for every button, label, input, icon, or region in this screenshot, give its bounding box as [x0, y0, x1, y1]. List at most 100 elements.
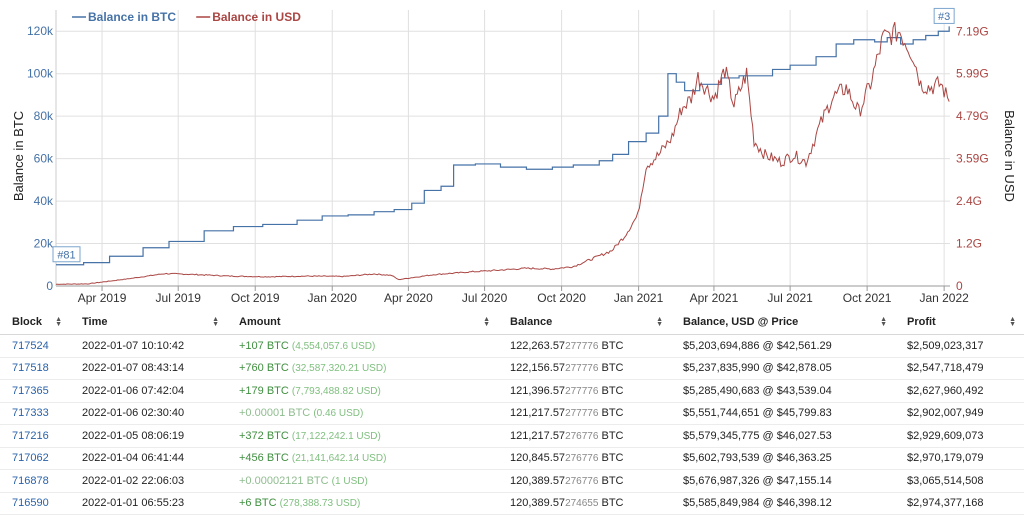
annotation-label: #81	[57, 249, 75, 261]
sort-icon[interactable]: ▲ ▼	[880, 316, 887, 328]
sort-icon[interactable]: ▲ ▼	[55, 316, 62, 328]
balance-major: 121,396.57	[510, 384, 566, 397]
chart-annotations: #81 #3	[52, 7, 955, 263]
tx-time: 2022-01-07 08:43:14	[70, 357, 227, 380]
balance-unit: BTC	[601, 384, 624, 397]
block-link[interactable]: 717518	[12, 362, 49, 375]
balance-unit: BTC	[601, 474, 624, 487]
amount-btc: +0.00001 BTC	[239, 407, 311, 420]
y-left-tick-label: 60k	[34, 152, 54, 166]
balance-minor: 277776	[565, 408, 599, 420]
balance-unit: BTC	[601, 339, 624, 352]
y-axis-right-label: Balance in USD	[1002, 110, 1017, 202]
tx-amount: +179 BTC (7,793,488.82 USD)	[227, 379, 498, 403]
x-tick-label: Jul 2019	[156, 291, 202, 305]
amount-usd: (32,587,320.21 USD)	[291, 363, 387, 375]
amount-btc: +107 BTC	[239, 339, 289, 352]
balance-minor: 277776	[565, 385, 599, 397]
tx-balance: 120,389.57276776 BTC	[498, 469, 671, 493]
tx-profit: $2,509,023,317	[895, 334, 1024, 358]
y-axis-right: 0 1.2G 2.4G 3.59G 4.79G 5.99G 7.19G	[956, 24, 989, 293]
series-line-balance-btc	[56, 26, 950, 266]
tx-balance-usd: $5,602,793,539 @ $46,363.25	[671, 447, 895, 470]
tx-balance-usd: $5,585,849,984 @ $46,398.12	[671, 492, 895, 515]
y-right-tick-label: 0	[956, 279, 963, 293]
block-link[interactable]: 716590	[12, 497, 49, 510]
tx-amount: +372 BTC (17,122,242.1 USD)	[227, 424, 498, 448]
y-right-tick-label: 2.4G	[956, 194, 982, 208]
block-link[interactable]: 717062	[12, 452, 49, 465]
tx-time: 2022-01-06 02:30:40	[70, 402, 227, 425]
y-left-tick-label: 20k	[34, 237, 54, 251]
tx-balance-usd: $5,203,694,886 @ $42,561.29	[671, 334, 895, 358]
tx-balance: 121,217.57276776 BTC	[498, 424, 671, 448]
y-left-tick-label: 120k	[27, 24, 54, 38]
col-header-time[interactable]: Time ▲ ▼	[70, 310, 227, 335]
balance-major: 120,845.57	[510, 452, 566, 465]
amount-btc: +456 BTC	[239, 452, 289, 465]
balance-unit: BTC	[601, 429, 624, 442]
table-row: 717518 2022-01-07 08:43:14 +760 BTC (32,58…	[0, 357, 1024, 380]
balance-minor: 277776	[565, 363, 599, 375]
amount-usd: (7,793,488.82 USD)	[291, 385, 381, 397]
col-header-profit[interactable]: Profit ▲ ▼	[895, 310, 1024, 335]
x-tick-label: Jul 2020	[462, 291, 508, 305]
y-right-tick-label: 4.79G	[956, 109, 989, 123]
balance-minor: 276776	[565, 430, 599, 442]
amount-usd: (0.46 USD)	[313, 408, 364, 420]
balance-major: 122,263.57	[510, 339, 566, 352]
tx-time: 2022-01-05 08:06:19	[70, 424, 227, 448]
table-row: 716878 2022-01-02 22:06:03 +0.00002121 BTC…	[0, 469, 1024, 493]
y-axis-left-label: Balance in BTC	[11, 111, 26, 201]
x-tick-label: Oct 2021	[843, 291, 892, 305]
tx-balance-usd: $5,285,490,683 @ $43,539.04	[671, 379, 895, 403]
table-row: 717365 2022-01-06 07:42:04 +179 BTC (7,793…	[0, 379, 1024, 403]
balance-minor: 276776	[565, 453, 599, 465]
sort-icon[interactable]: ▲ ▼	[483, 316, 490, 328]
legend-item-label: Balance in USD	[212, 10, 301, 24]
block-link[interactable]: 717524	[12, 339, 49, 352]
sort-icon[interactable]: ▲ ▼	[1009, 316, 1016, 328]
table-body: 717524 2022-01-07 10:10:42 +107 BTC (4,554…	[0, 334, 1024, 515]
col-header-balance-usd[interactable]: Balance, USD @ Price ▲ ▼	[671, 310, 895, 335]
amount-usd: (1 USD)	[331, 475, 368, 487]
block-link[interactable]: 717216	[12, 429, 49, 442]
col-header-balance[interactable]: Balance ▲ ▼	[498, 310, 671, 335]
x-tick-label: Oct 2020	[537, 291, 586, 305]
block-link[interactable]: 716878	[12, 474, 49, 487]
tx-amount: +0.00001 BTC (0.46 USD)	[227, 402, 498, 425]
balance-unit: BTC	[601, 362, 624, 375]
tx-balance-usd: $5,579,345,775 @ $46,027.53	[671, 424, 895, 448]
table-row: 717333 2022-01-06 02:30:40 +0.00001 BTC (0…	[0, 402, 1024, 425]
transactions-table: Block ▲ ▼ Time ▲ ▼ Amount ▲ ▼ Balance ▲ ▼ Balanc…	[0, 310, 1024, 515]
table-row: 717216 2022-01-05 08:06:19 +372 BTC (17,12…	[0, 424, 1024, 448]
balance-major: 120,389.57	[510, 497, 566, 510]
amount-btc: +760 BTC	[239, 362, 289, 375]
y-left-tick-label: 40k	[34, 194, 54, 208]
tx-balance: 120,389.57274655 BTC	[498, 492, 671, 515]
balance-major: 121,217.57	[510, 407, 566, 420]
col-header-block[interactable]: Block ▲ ▼	[0, 310, 70, 335]
tx-amount: +0.00002121 BTC (1 USD)	[227, 469, 498, 493]
tx-profit: $2,547,718,479	[895, 357, 1024, 380]
balance-major: 122,156.57	[510, 362, 566, 375]
series-line-balance-usd	[56, 21, 950, 285]
tx-profit: $2,970,179,079	[895, 447, 1024, 470]
tx-profit: $3,065,514,508	[895, 469, 1024, 493]
tx-time: 2022-01-02 22:06:03	[70, 469, 227, 493]
chart-legend[interactable]: Balance in BTC Balance in USD	[72, 10, 301, 24]
sort-icon[interactable]: ▲ ▼	[656, 316, 663, 328]
col-header-amount[interactable]: Amount ▲ ▼	[227, 310, 498, 335]
tx-profit: $2,627,960,492	[895, 379, 1024, 403]
block-link[interactable]: 717333	[12, 407, 49, 420]
x-tick-label: Apr 2021	[690, 291, 739, 305]
block-link[interactable]: 717365	[12, 384, 49, 397]
amount-usd: (4,554,057.6 USD)	[291, 340, 376, 352]
chart-grid	[56, 10, 950, 287]
y-left-tick-label: 100k	[27, 67, 54, 81]
tx-balance: 122,156.57277776 BTC	[498, 357, 671, 380]
y-left-tick-label: 0	[46, 279, 53, 293]
tx-amount: +107 BTC (4,554,057.6 USD)	[227, 334, 498, 358]
y-right-tick-label: 1.2G	[956, 237, 982, 251]
sort-icon[interactable]: ▲ ▼	[212, 316, 219, 328]
